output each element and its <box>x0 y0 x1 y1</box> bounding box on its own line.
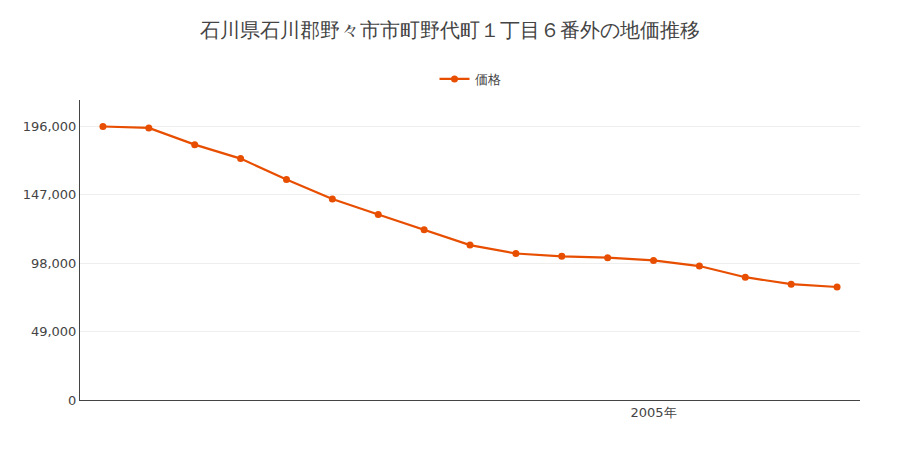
svg-text:49,000: 49,000 <box>31 324 77 339</box>
svg-text:2005年: 2005年 <box>630 405 676 420</box>
svg-text:196,000: 196,000 <box>23 119 77 134</box>
svg-text:石川県石川郡野々市市町野代町１丁目６番外の地価推移: 石川県石川郡野々市市町野代町１丁目６番外の地価推移 <box>200 18 700 42</box>
svg-text:0: 0 <box>68 393 76 408</box>
svg-text:価格: 価格 <box>475 72 501 87</box>
svg-text:98,000: 98,000 <box>31 256 77 271</box>
svg-text:147,000: 147,000 <box>23 187 77 202</box>
